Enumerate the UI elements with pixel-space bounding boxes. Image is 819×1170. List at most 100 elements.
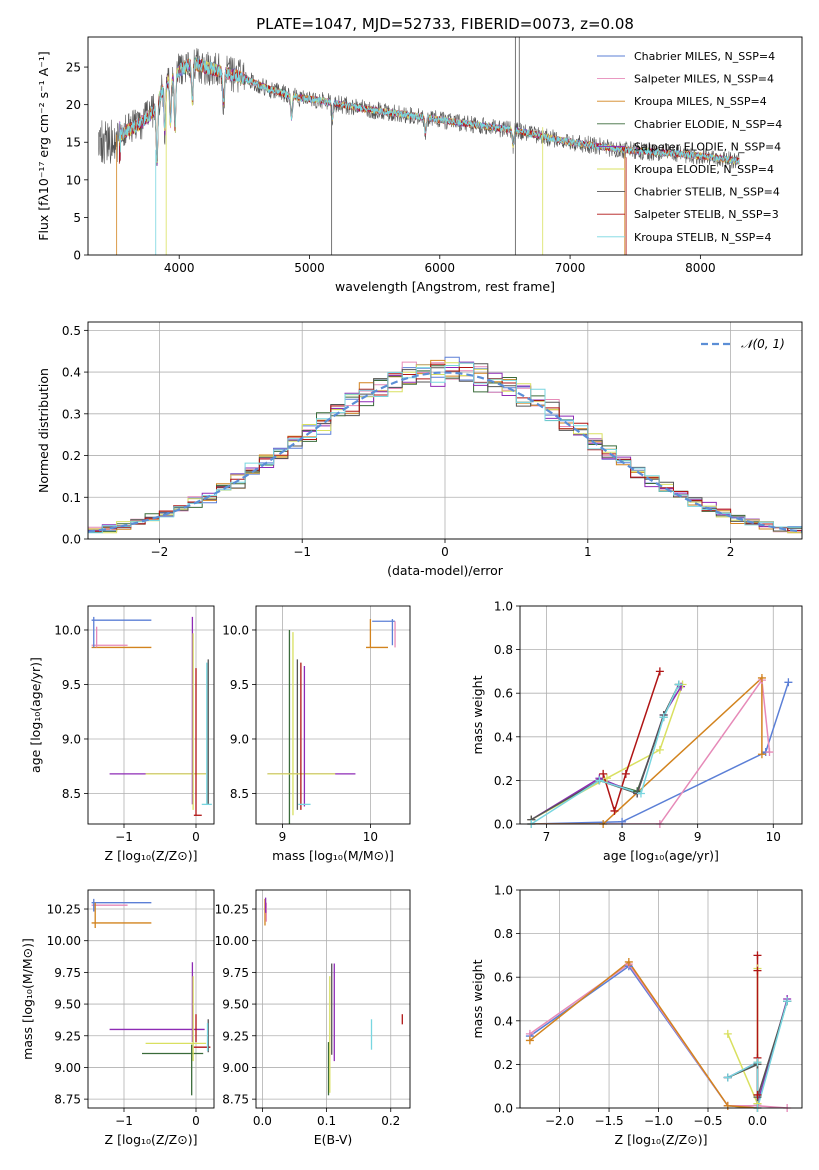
y-tick-label: 0.0 (62, 533, 81, 547)
plot-area-age_vs_Z (91, 616, 212, 816)
legend-label: Salpeter MILES, N_SSP=4 (634, 73, 774, 86)
axes-frame (87, 605, 215, 825)
weight-marker (602, 774, 611, 783)
axes-frame (255, 889, 411, 1109)
panel-age_vs_Z: −1 0 8.5 9.0 9.5 10.0 Z [log₁₀(Z/Z⊙)] age [log₁… (28, 605, 215, 863)
y-tick-label: 0.5 (62, 324, 81, 338)
x-tick-label: 8 (618, 830, 626, 844)
y-tick-label: 0.4 (494, 1014, 513, 1028)
weight-line (531, 682, 790, 824)
x-axis-label: (data-model)/error (387, 563, 504, 578)
x-tick-label: 0 (192, 1114, 200, 1128)
weight-line (530, 686, 682, 821)
weight-marker (659, 713, 668, 722)
legend-label: Kroupa ELODIE, N_SSP=4 (634, 163, 774, 176)
panel-age_vs_mass: 9 10 8.5 9.0 9.5 10.0 mass [log₁₀(M/M⊙)] (222, 605, 411, 863)
x-axis-label: mass [log₁₀(M/M⊙)] (272, 848, 394, 863)
x-axis-label: Z [log₁₀(Z/Z⊙)] (615, 1132, 708, 1147)
weight-marker (784, 678, 793, 687)
y-tick-label: 9.50 (222, 998, 249, 1012)
x-tick-label: 0.1 (317, 1114, 336, 1128)
y-tick-label: 0.2 (494, 1058, 513, 1072)
weight-line (727, 1000, 788, 1108)
y-tick-label: 0.8 (494, 643, 513, 657)
y-tick-label: 0.0 (494, 1102, 513, 1116)
y-tick-label: 15 (66, 136, 81, 150)
y-tick-label: 9.75 (222, 966, 249, 980)
weight-marker (655, 745, 664, 754)
x-tick-label: 10 (766, 830, 781, 844)
y-tick-label: 10 (66, 173, 81, 187)
x-tick-label: 0 (192, 830, 200, 844)
weight-line (531, 678, 771, 824)
weight-line (530, 684, 680, 824)
y-tick-label: 9.5 (62, 678, 81, 692)
weight-marker (753, 966, 762, 975)
y-tick-label: 10.25 (215, 903, 249, 917)
y-tick-label: 9.75 (54, 966, 81, 980)
axes-frame (87, 36, 803, 256)
x-tick-label: 4000 (164, 261, 195, 275)
x-tick-label: −1.0 (644, 1114, 673, 1128)
x-tick-label: 10 (363, 830, 378, 844)
x-axis-label: age [log₁₀(age/yr)] (603, 848, 719, 863)
legend-label: Kroupa MILES, N_SSP=4 (634, 95, 767, 108)
y-tick-label: 0.3 (62, 407, 81, 421)
y-axis-label: Flux [fλ10⁻¹⁷ erg cm⁻² s⁻¹ A⁻¹] (36, 51, 51, 240)
weight-line (531, 676, 763, 824)
x-tick-label: 7000 (555, 261, 586, 275)
x-axis-label: E(B-V) (314, 1132, 353, 1147)
x-tick-label: −0.5 (693, 1114, 722, 1128)
panel-spectrum: 4000 5000 6000 7000 8000 0 5 10 15 20 25 wavelength… (36, 36, 803, 294)
x-tick-label: −1 (115, 830, 133, 844)
y-tick-label: 8.75 (54, 1093, 81, 1107)
axes-layer: 4000 5000 6000 7000 80000510152025wavelength… (20, 36, 803, 1147)
normal-curve (88, 371, 802, 533)
y-tick-label: 8.5 (230, 787, 249, 801)
y-tick-label: 25 (66, 61, 81, 75)
x-tick-label: 6000 (425, 261, 456, 275)
weight-line (602, 671, 661, 814)
x-tick-label: 1 (584, 545, 592, 559)
legend: Chabrier MILES, N_SSP=4 Salpeter MILES, N… (597, 50, 782, 244)
axes-frame (87, 889, 215, 1109)
axes-frame (87, 321, 803, 540)
y-tick-label: 8.5 (62, 787, 81, 801)
x-axis-label: wavelength [Angstrom, rest frame] (335, 279, 555, 294)
y-tick-label: 9.0 (62, 732, 81, 746)
y-tick-label: 9.0 (230, 732, 249, 746)
weight-line (530, 684, 684, 821)
weight-marker (757, 673, 766, 682)
x-tick-label: 9 (694, 830, 702, 844)
y-tick-label: 0.6 (494, 687, 513, 701)
y-tick-label: 5 (73, 211, 81, 225)
weight-marker (618, 817, 627, 826)
y-tick-label: 0.1 (62, 491, 81, 505)
x-tick-label: 0.2 (381, 1114, 400, 1128)
x-tick-label: 7 (543, 830, 551, 844)
y-tick-label: 9.50 (54, 998, 81, 1012)
weight-marker (525, 1036, 534, 1045)
y-tick-label: 1.0 (494, 884, 513, 898)
legend-label: Chabrier ELODIE, N_SSP=4 (634, 118, 782, 131)
x-tick-label: 8000 (685, 261, 716, 275)
y-tick-label: 9.25 (54, 1029, 81, 1043)
y-tick-label: 0.4 (62, 366, 81, 380)
plot-area-age_vs_mass (267, 619, 396, 824)
y-tick-label: 20 (66, 98, 81, 112)
panel-weight_vs_Z: −2.0 −1.5 −1.0 −0.5 0.0 0.0 0.2 0.4 0.6 0.8 1.0 Z [… (470, 884, 803, 1147)
weight-line (529, 965, 758, 1108)
weight-marker (723, 1101, 732, 1110)
x-tick-label: −2 (151, 545, 169, 559)
legend-label: Kroupa STELIB, N_SSP=4 (634, 231, 772, 244)
weight-marker (595, 776, 604, 785)
x-tick-label: −1.5 (594, 1114, 623, 1128)
axes-frame (519, 889, 803, 1109)
y-tick-label: 10.0 (222, 623, 249, 637)
weight-marker (621, 769, 630, 778)
legend-label: Chabrier STELIB, N_SSP=4 (634, 186, 780, 199)
y-tick-label: 9.00 (222, 1061, 249, 1075)
y-axis-label: age [log₁₀(age/yr)] (28, 657, 43, 773)
y-tick-label: 10.0 (54, 623, 81, 637)
y-tick-label: 1.0 (494, 600, 513, 614)
